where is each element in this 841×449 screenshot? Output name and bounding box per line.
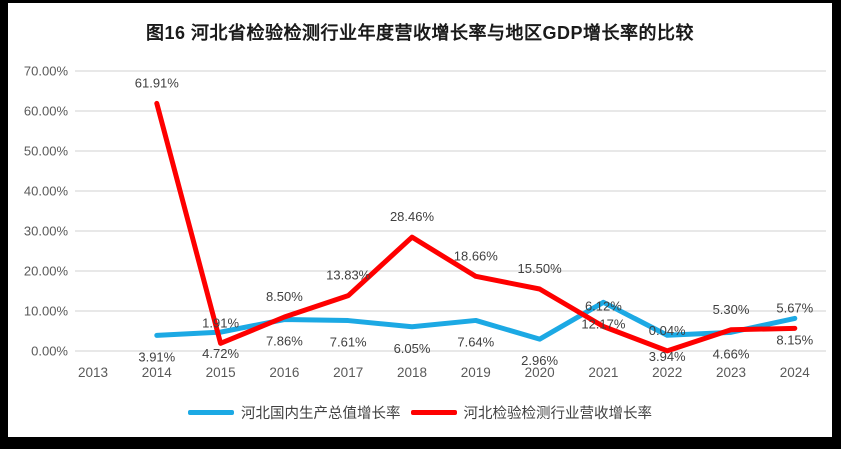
gdp-data-label: 7.86% xyxy=(266,334,303,349)
revenue-data-label: 5.67% xyxy=(776,300,813,315)
gdp-data-label: 7.61% xyxy=(330,335,367,350)
revenue-line xyxy=(154,100,798,354)
x-tick-label: 2016 xyxy=(269,365,299,380)
revenue-data-label: 6.12% xyxy=(585,299,622,314)
x-tick-label: 2017 xyxy=(333,365,363,380)
gdp-data-label: 6.05% xyxy=(394,341,431,356)
y-tick-label: 10.00% xyxy=(24,304,69,319)
revenue-data-label: 15.50% xyxy=(518,261,563,276)
revenue-data-label: 1.91% xyxy=(202,315,239,330)
x-tick-label: 2013 xyxy=(78,365,108,380)
revenue-data-label: 8.50% xyxy=(266,289,303,304)
legend-item-gdp[interactable]: 河北国内生产总值增长率 xyxy=(188,402,401,423)
gdp-data-label: 3.94% xyxy=(649,349,686,364)
x-tick-label: 2021 xyxy=(588,365,618,380)
y-tick-label: 0.00% xyxy=(31,344,68,359)
y-tick-label: 40.00% xyxy=(24,184,69,199)
revenue-line-swatch-icon xyxy=(410,410,457,415)
chart-title: 图16 河北省检验检测行业年度营收增长率与地区GDP增长率的比较 xyxy=(145,23,695,43)
legend: 河北国内生产总值增长率 河北检验检测行业营收增长率 xyxy=(8,402,832,423)
revenue-data-label: 0.04% xyxy=(649,323,686,338)
gdp-data-label: 7.64% xyxy=(457,334,494,349)
revenue-data-label: 5.30% xyxy=(713,302,750,317)
revenue-data-label: 28.46% xyxy=(390,209,435,224)
x-tick-label: 2023 xyxy=(716,365,746,380)
legend-item-revenue[interactable]: 河北检验检测行业营收增长率 xyxy=(410,402,653,423)
gdp-data-label: 2.96% xyxy=(521,353,558,368)
x-tick-label: 2015 xyxy=(206,365,236,380)
y-tick-label: 50.00% xyxy=(24,144,69,159)
revenue-data-label: 61.91% xyxy=(135,75,180,90)
x-tick-label: 2022 xyxy=(652,365,682,380)
gdp-data-label: 4.72% xyxy=(202,346,239,361)
y-tick-label: 30.00% xyxy=(24,224,69,239)
revenue-data-label: 13.83% xyxy=(326,268,371,283)
y-tick-label: 70.00% xyxy=(24,64,69,79)
x-tick-label: 2014 xyxy=(142,365,173,380)
y-tick-label: 60.00% xyxy=(24,104,69,119)
x-tick-label: 2018 xyxy=(397,365,427,380)
line-chart-plot-area: 0.00% 10.00% 20.00% 30.00% 40.00% 50.00% 60.00… xyxy=(24,64,826,380)
legend-label-gdp: 河北国内生产总值增长率 xyxy=(241,406,401,422)
x-tick-label: 2024 xyxy=(780,365,811,380)
chart-card: 图16 河北省检验检测行业年度营收增长率与地区GDP增长率的比较 0.00% 10… xyxy=(8,3,832,437)
legend-label-revenue: 河北检验检测行业营收增长率 xyxy=(463,406,653,422)
gdp-data-label: 12.17% xyxy=(581,316,626,331)
gdp-data-label: 8.15% xyxy=(776,332,813,347)
y-tick-label: 20.00% xyxy=(24,264,69,279)
gdp-line-swatch-icon xyxy=(188,410,234,415)
x-tick-label: 2019 xyxy=(461,365,491,380)
gdp-data-label: 4.66% xyxy=(713,346,750,361)
x-tick-label: 2020 xyxy=(525,365,555,380)
gdp-data-label: 3.91% xyxy=(138,349,175,364)
revenue-data-label: 18.66% xyxy=(454,248,499,263)
